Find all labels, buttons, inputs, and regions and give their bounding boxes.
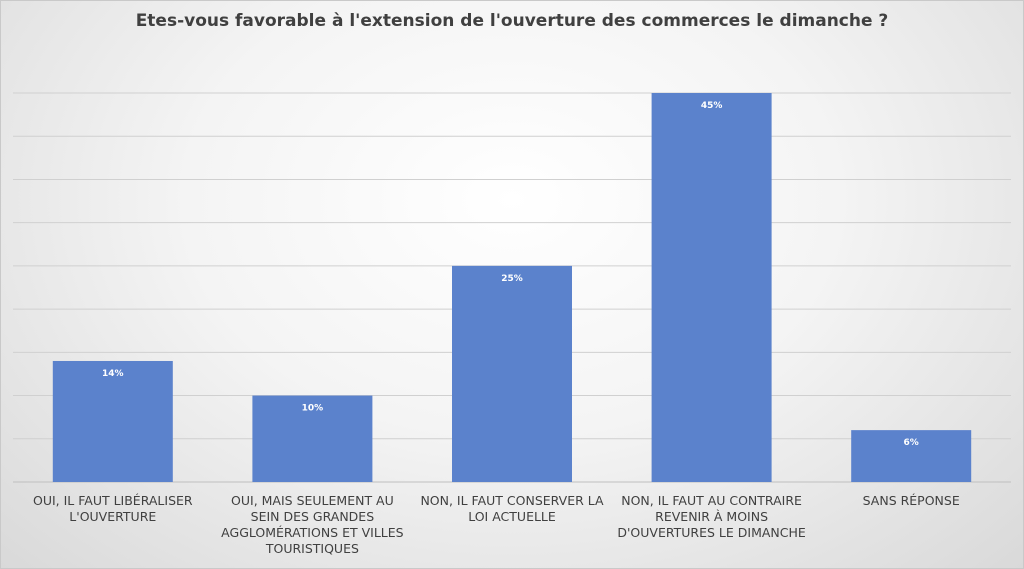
bar — [851, 430, 972, 482]
data-label: 14% — [102, 369, 124, 379]
category-label: SANS RÉPONSE — [862, 493, 960, 508]
data-label: 10% — [302, 404, 324, 414]
bar — [651, 93, 772, 482]
data-label: 45% — [701, 101, 723, 111]
category-label: NON, IL FAUT CONSERVER LA LOI ACTUELLE — [420, 493, 604, 524]
bars — [52, 93, 972, 482]
data-label: 6% — [904, 438, 919, 448]
category-label: NON, IL FAUT AU CONTRAIRE REVENIR À MOIN… — [617, 493, 806, 540]
data-label: 25% — [501, 274, 523, 284]
bar — [52, 360, 173, 482]
bar — [252, 395, 373, 482]
category-label: OUI, IL FAUT LIBÉRALISER L'OUVERTURE — [32, 493, 193, 524]
category-label: OUI, MAIS SEULEMENT AU SEIN DES GRANDES … — [221, 493, 404, 556]
data-labels: 14% 10% 25% 45% 6% — [102, 101, 919, 448]
chart-title: Etes-vous favorable à l'extension de l'o… — [135, 11, 889, 31]
bar — [452, 265, 572, 482]
